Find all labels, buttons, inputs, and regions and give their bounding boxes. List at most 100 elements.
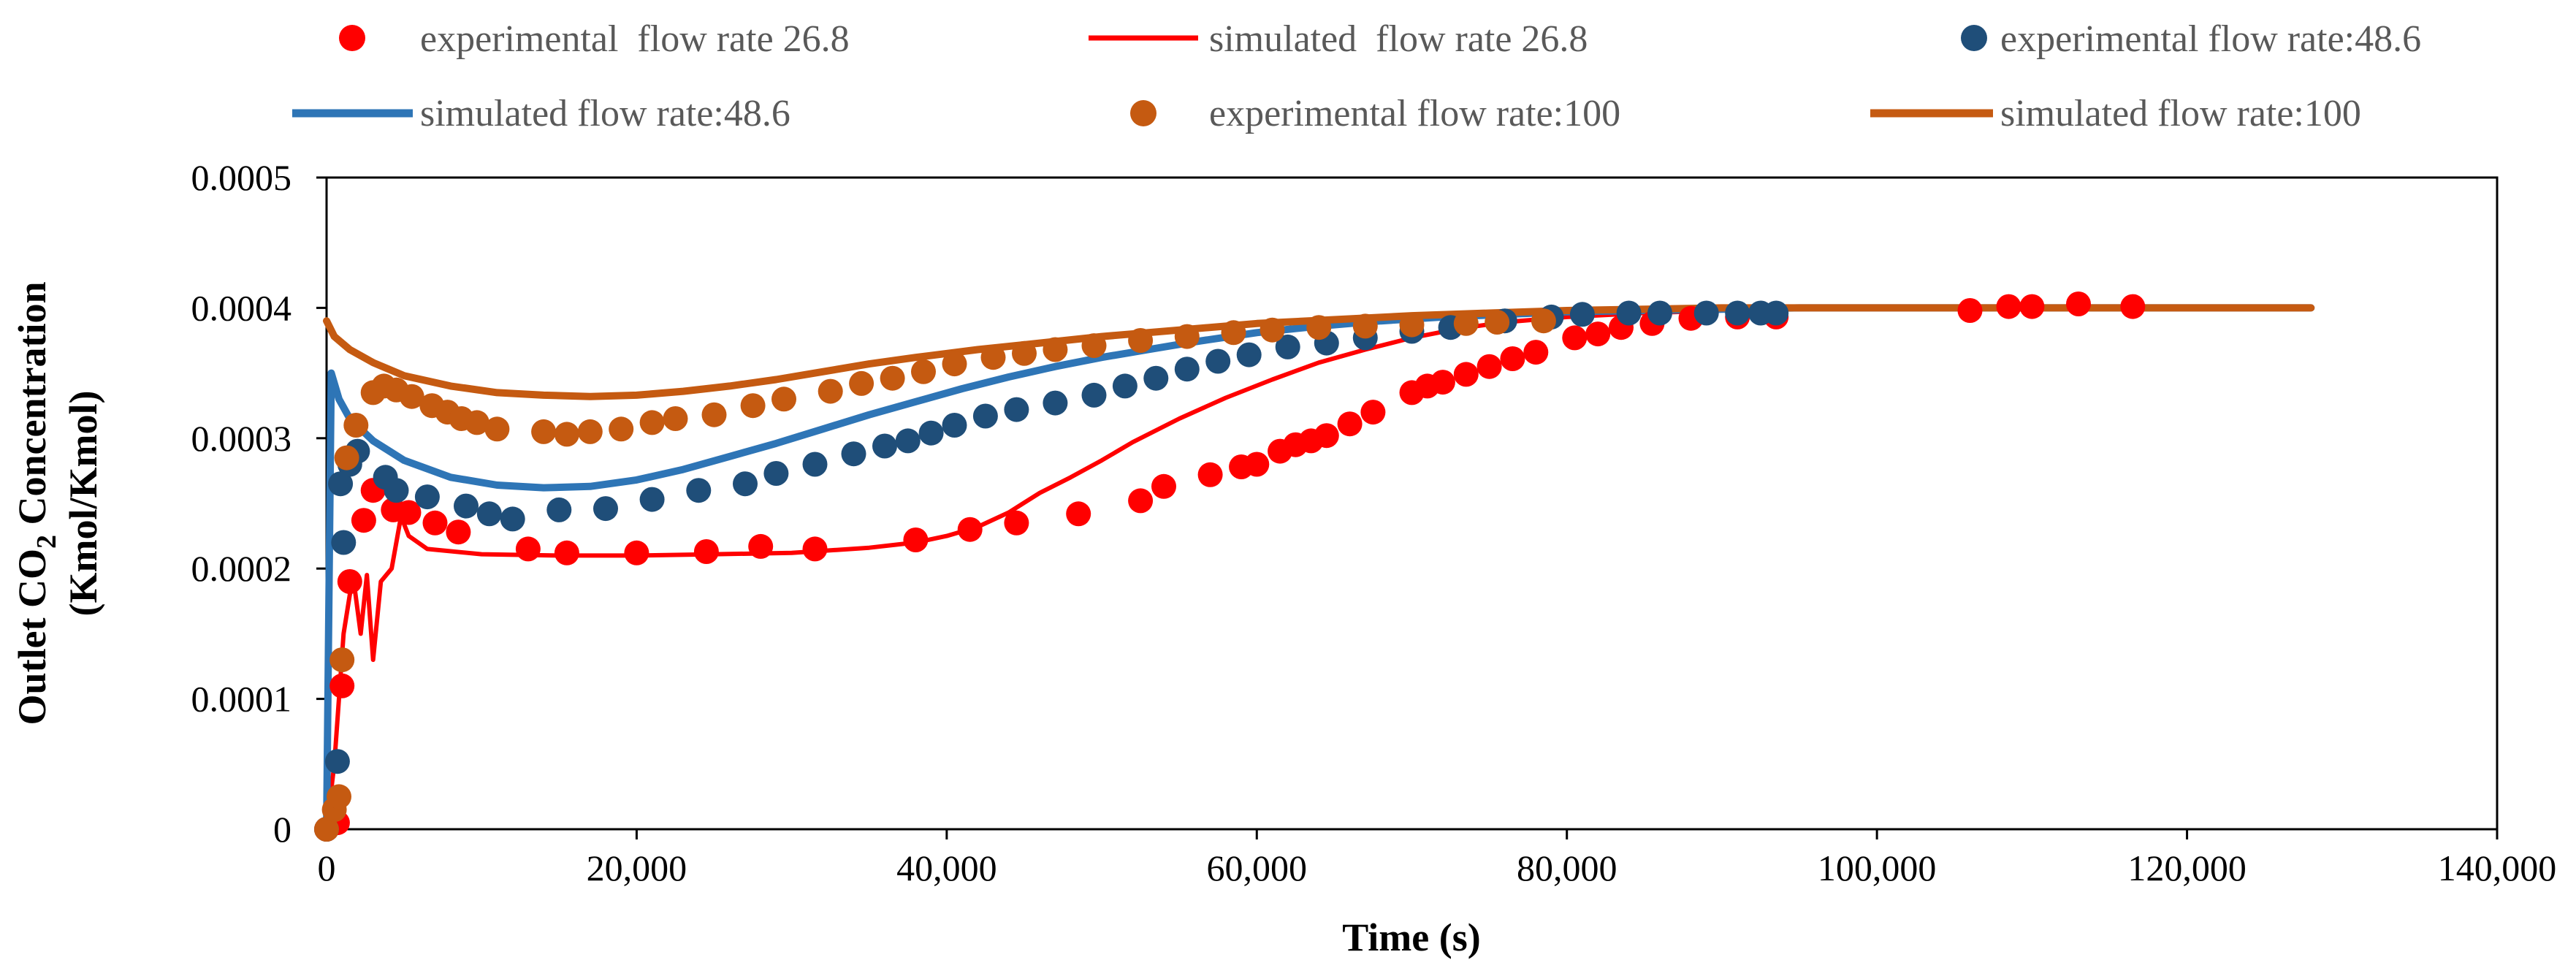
data-point	[1453, 362, 1479, 387]
series-markers-2	[314, 300, 1789, 842]
data-point	[1244, 452, 1270, 477]
data-point	[1081, 382, 1107, 408]
data-point	[686, 478, 712, 503]
legend-marker-exp-48-6	[1961, 25, 1987, 51]
data-point	[1306, 315, 1332, 340]
legend-marker-exp-100	[1130, 100, 1156, 126]
data-point	[1360, 400, 1386, 425]
data-point	[740, 393, 766, 419]
series-markers-0	[314, 292, 2146, 842]
data-point	[327, 784, 351, 810]
data-point	[609, 416, 634, 442]
legend-marker-exp-26-8	[339, 25, 365, 51]
data-point	[422, 510, 448, 536]
data-point	[1693, 300, 1719, 326]
x-tick-label: 20,000	[587, 847, 687, 888]
data-point	[554, 422, 579, 447]
data-point	[849, 370, 874, 396]
data-point	[577, 419, 603, 444]
data-point	[2120, 294, 2146, 319]
data-point	[895, 428, 921, 454]
data-point	[414, 484, 440, 510]
data-point	[733, 471, 758, 497]
data-point	[593, 496, 618, 522]
data-point	[1764, 300, 1789, 326]
data-point	[554, 540, 579, 565]
data-point	[454, 493, 479, 519]
data-point	[500, 506, 525, 532]
data-point	[1399, 312, 1425, 338]
x-axis-title: Time (s)	[1342, 915, 1480, 959]
data-point	[1151, 473, 1176, 499]
data-point	[446, 519, 471, 545]
y-tick-label: 0.0005	[191, 157, 292, 198]
data-point	[1314, 423, 1339, 449]
data-point	[546, 497, 572, 522]
data-point	[1260, 317, 1285, 343]
experimental-markers	[314, 292, 2146, 842]
data-point	[639, 487, 665, 512]
data-point	[841, 441, 866, 467]
data-point	[701, 402, 727, 427]
data-point	[1004, 397, 1029, 422]
data-point	[351, 508, 376, 533]
data-point	[331, 530, 357, 555]
data-point	[1174, 324, 1200, 349]
data-point	[329, 673, 355, 698]
y-axis: 0 0.0001 0.0002 0.0003 0.0004 0.0005	[191, 157, 327, 850]
data-point	[1647, 300, 1672, 326]
data-point	[2066, 292, 2091, 316]
data-point	[1112, 373, 1138, 399]
series-markers-4	[314, 308, 1556, 842]
data-point	[1043, 337, 1068, 362]
x-tick-label: 80,000	[1517, 847, 1617, 888]
data-point	[748, 533, 774, 559]
data-point	[802, 452, 828, 477]
data-point	[2019, 294, 2045, 319]
data-point	[1081, 333, 1107, 359]
data-point	[1352, 313, 1378, 339]
data-point	[515, 536, 541, 562]
data-point	[957, 517, 983, 542]
data-point	[663, 406, 688, 431]
data-point	[1523, 340, 1549, 365]
legend-label-exp-100: experimental flow rate:100	[1209, 93, 1620, 134]
data-point	[328, 471, 354, 497]
data-point	[1275, 334, 1300, 359]
data-point	[1337, 411, 1363, 437]
data-point	[1725, 300, 1750, 326]
data-point	[1500, 346, 1525, 371]
data-point	[918, 420, 944, 446]
legend: experimental flow rate 26.8 simulated fl…	[292, 18, 2421, 134]
series-layer	[314, 292, 2315, 842]
data-point	[693, 539, 719, 564]
y-tick-label: 0.0003	[191, 418, 292, 459]
y-axis-title: Outlet CO2 Concentration (Kmol/Kmol)	[10, 282, 105, 725]
data-point	[1996, 294, 2021, 319]
data-point	[771, 386, 796, 412]
data-point	[1236, 342, 1262, 367]
data-point	[1143, 365, 1169, 391]
data-point	[396, 500, 422, 525]
x-tick-label: 60,000	[1207, 847, 1308, 888]
y-tick-label: 0	[273, 809, 291, 850]
data-point	[1957, 298, 1983, 323]
data-point	[314, 817, 339, 842]
data-point	[639, 410, 665, 435]
data-point	[1043, 390, 1068, 416]
data-point	[1221, 320, 1246, 346]
data-point	[980, 345, 1006, 370]
data-point	[1569, 302, 1595, 327]
y-axis-title-prefix: Outlet CO	[10, 549, 54, 725]
data-point	[1430, 370, 1455, 395]
data-point	[476, 501, 502, 527]
data-point	[1174, 357, 1200, 382]
data-point	[1066, 501, 1091, 527]
data-point	[818, 378, 843, 404]
data-point	[1128, 328, 1154, 353]
legend-label-sim-100: simulated flow rate:100	[2000, 93, 2361, 134]
legend-label-sim-26-8: simulated flow rate 26.8	[1209, 18, 1588, 60]
y-axis-title-line1: Outlet CO2 Concentration	[10, 282, 62, 725]
data-point	[1012, 340, 1037, 366]
data-point	[972, 403, 998, 429]
